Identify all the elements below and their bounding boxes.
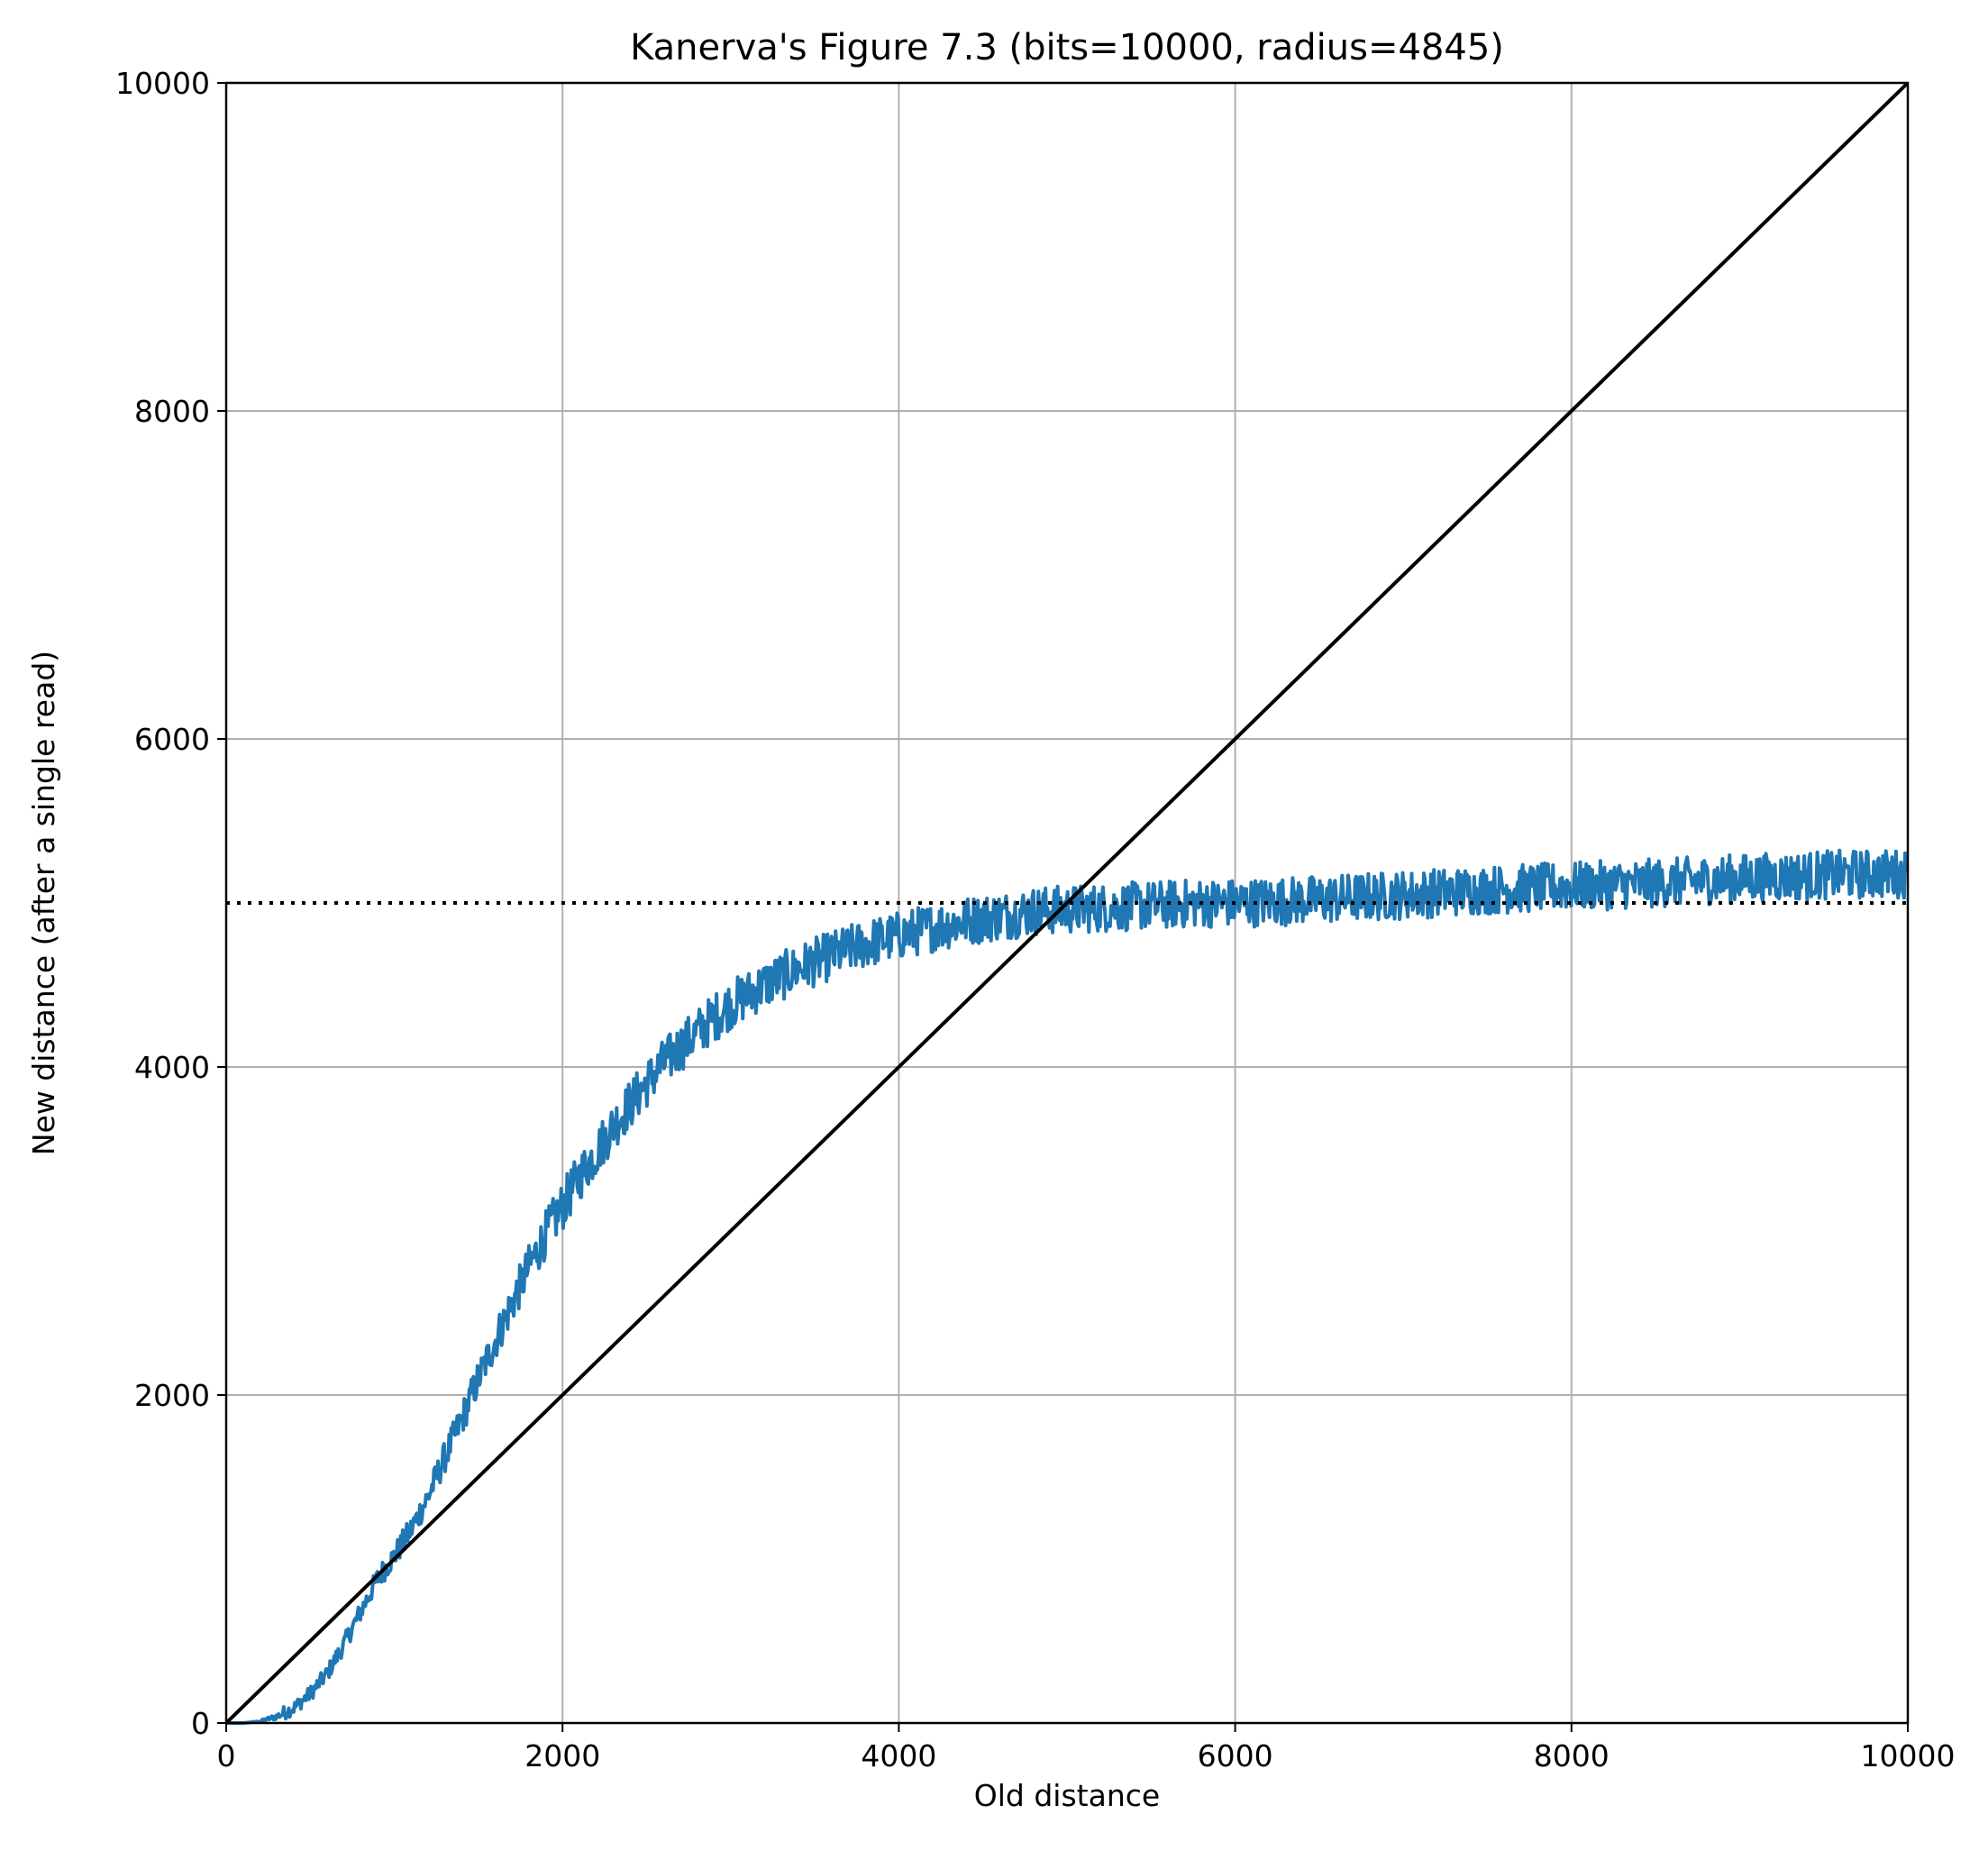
axis-ticks: 0 2000 4000 6000 8000 10000 0 2000 4000 6000 8000 1… bbox=[115, 66, 1955, 1773]
y-tick-label: 6000 bbox=[134, 722, 210, 757]
plot-series bbox=[224, 81, 1910, 1725]
y-tick-label: 4000 bbox=[134, 1050, 210, 1085]
y-tick-label: 0 bbox=[191, 1706, 210, 1741]
plot-frame bbox=[224, 81, 1910, 1725]
x-tick-label: 4000 bbox=[861, 1738, 936, 1773]
y-tick-label: 8000 bbox=[134, 394, 210, 429]
x-tick-label: 0 bbox=[217, 1738, 236, 1773]
x-tick-label: 8000 bbox=[1534, 1738, 1610, 1773]
y-tick-label: 2000 bbox=[134, 1378, 210, 1413]
y-tick-label: 10000 bbox=[115, 66, 210, 101]
noisy-read-curve bbox=[225, 848, 1910, 1725]
x-tick-label: 6000 bbox=[1198, 1738, 1273, 1773]
x-tick-label: 10000 bbox=[1861, 1738, 1956, 1773]
y-axis-label: New distance (after a single read) bbox=[26, 651, 61, 1155]
x-tick-label: 2000 bbox=[524, 1738, 600, 1773]
chart-title: Kanerva's Figure 7.3 (bits=10000, radius… bbox=[630, 27, 1504, 68]
identity-line bbox=[224, 81, 1910, 1725]
x-axis-label: Old distance bbox=[974, 1778, 1160, 1813]
